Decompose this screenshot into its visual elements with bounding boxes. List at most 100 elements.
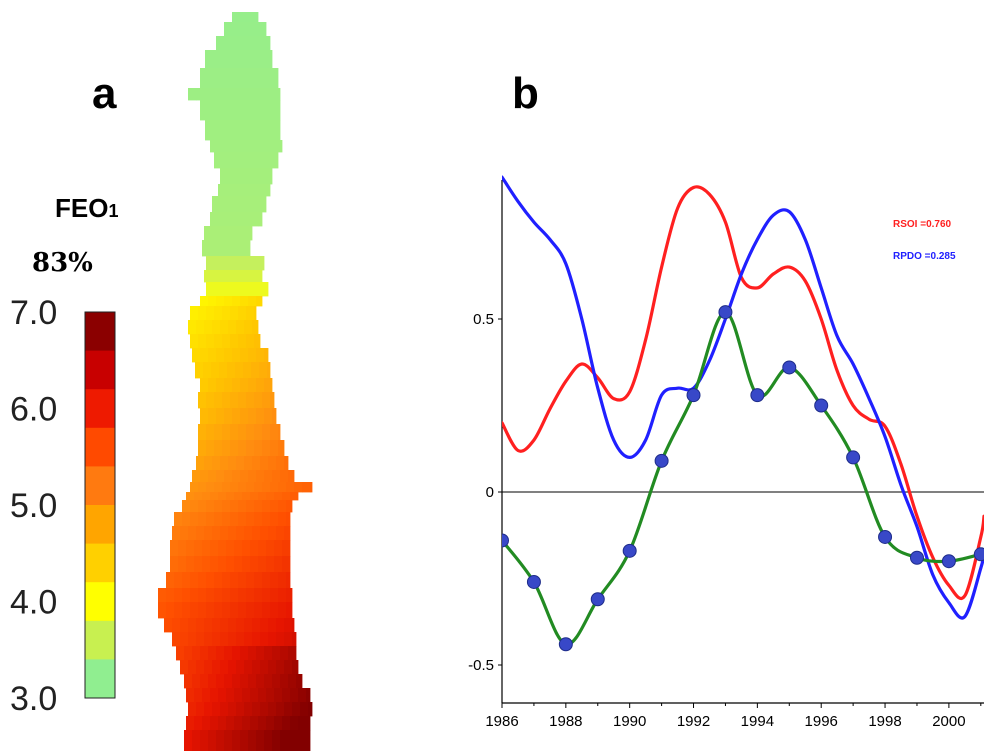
map-cell [202, 556, 211, 573]
map-cell [256, 470, 265, 483]
map-cell [272, 470, 281, 483]
map-cell [266, 492, 275, 501]
map-cell [260, 196, 267, 213]
map-cell [196, 632, 205, 647]
map-cell [272, 646, 281, 661]
map-cell [222, 152, 231, 169]
field-label: FEO [55, 193, 108, 223]
map-cell [180, 632, 189, 647]
map-cell [216, 378, 225, 393]
map-cell [220, 456, 229, 471]
pc1-data-point [558, 637, 573, 652]
map-cell [210, 688, 219, 703]
map-cell [248, 22, 257, 37]
map-cell [246, 572, 255, 589]
map-cell [210, 540, 219, 557]
map-cell [214, 500, 223, 513]
map-cell [220, 618, 229, 633]
map-cell [208, 408, 217, 425]
map-cell [264, 378, 273, 393]
map-cell [208, 348, 217, 363]
colorbar-swatch [85, 505, 115, 545]
colorbar-ticks: 7.0 6.0 5.0 4.0 3.0 [10, 294, 57, 718]
map-cell [264, 348, 269, 363]
map-cell [253, 50, 262, 69]
map-cell [260, 702, 269, 717]
map-cell [194, 492, 203, 501]
feo-map [158, 12, 313, 751]
map-cell [208, 100, 217, 121]
map-cell [252, 88, 261, 101]
map-cell [220, 168, 229, 185]
map-cell [246, 482, 255, 493]
map-cell [190, 512, 199, 527]
map-cell [180, 618, 189, 633]
map-cell [218, 140, 227, 153]
map-cell [248, 12, 257, 23]
map-cell [226, 140, 235, 153]
map-cell [234, 716, 243, 731]
map-cell [214, 572, 223, 589]
map-cell [242, 556, 251, 573]
map-cell [244, 320, 253, 335]
map-cell [196, 88, 205, 101]
map-cell [276, 88, 281, 101]
map-cell [248, 470, 257, 483]
map-cell [221, 50, 230, 69]
colorbar-tick-label: 5.0 [10, 487, 57, 525]
map-cell [194, 556, 203, 573]
map-cell [216, 36, 225, 51]
map-cell [250, 556, 259, 573]
map-cell [218, 492, 227, 501]
map-cell [208, 674, 217, 689]
map-cell [278, 512, 287, 527]
map-cell [296, 730, 305, 751]
map-cell [234, 688, 243, 703]
map-cell [213, 120, 222, 141]
map-cell [245, 120, 254, 141]
map-cell [261, 50, 270, 69]
map-cell [254, 306, 257, 321]
map-cell [270, 500, 279, 513]
map-cell [264, 408, 273, 425]
pc1-data-point [846, 450, 861, 465]
map-cell [238, 500, 247, 513]
map-cell [278, 572, 287, 589]
map-cell [256, 674, 265, 689]
colorbar-tick-label: 7.0 [10, 294, 57, 332]
map-cell [229, 50, 238, 69]
map-cell [232, 674, 241, 689]
map-cell [200, 730, 209, 751]
map-cell [264, 100, 273, 121]
map-cell [286, 512, 291, 527]
map-cell [192, 646, 201, 661]
map-cell [198, 392, 207, 409]
map-cell [212, 618, 221, 633]
field-subscript: 1 [108, 201, 118, 221]
map-cell [204, 660, 213, 675]
colorbar-tick-label: 6.0 [10, 391, 57, 429]
map-cell [252, 632, 261, 647]
pc1-data-point [686, 388, 701, 403]
map-cell [234, 556, 243, 573]
map-cell [214, 152, 223, 169]
map-cell [192, 730, 201, 751]
map-cell [232, 22, 241, 37]
map-cell [230, 572, 239, 589]
map-cell [210, 556, 219, 573]
map-cell [220, 526, 229, 541]
colorbar-swatch [85, 466, 115, 506]
map-cell [282, 540, 291, 557]
map-cell [227, 362, 236, 379]
map-cell [284, 660, 293, 675]
map-cell [158, 588, 167, 603]
map-cell [203, 362, 212, 379]
map-cell [229, 120, 238, 141]
map-cell [240, 408, 249, 425]
map-cell [290, 688, 299, 703]
map-cell [216, 348, 225, 363]
map-cell [246, 152, 255, 169]
map-cell [244, 618, 253, 633]
map-cell [242, 716, 251, 731]
pc1-data-point [878, 529, 893, 544]
